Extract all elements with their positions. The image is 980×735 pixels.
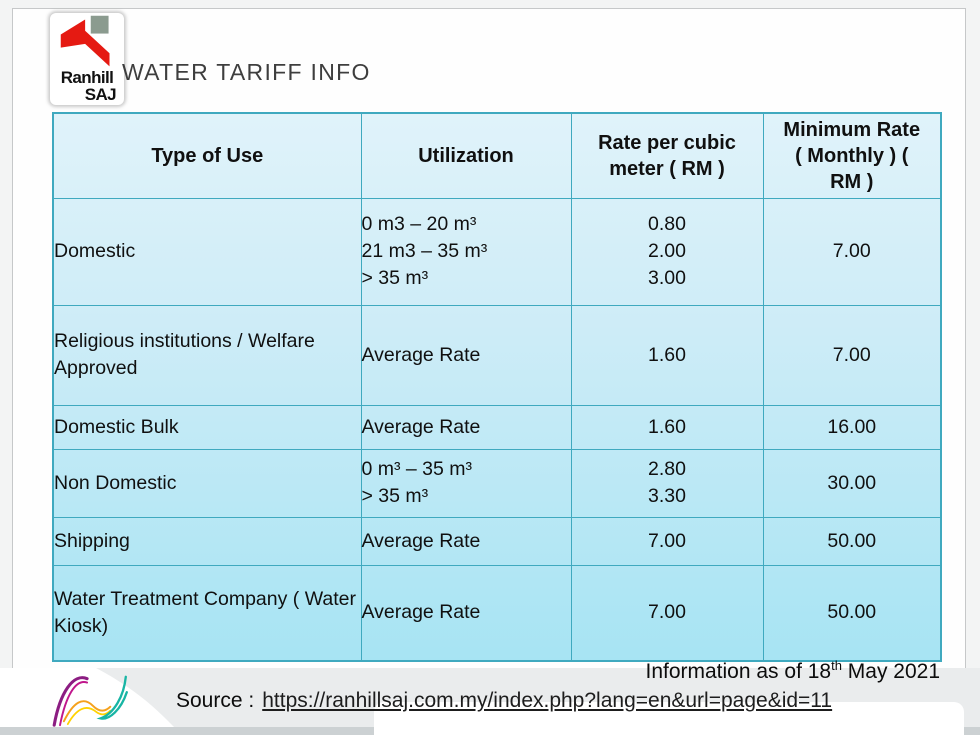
ranhill-saj-logo: Ranhill SAJ [50,13,124,105]
info-date-superscript: th [831,658,842,673]
footer-white-card [374,702,964,735]
water-tariff-table: Type of Use Utilization Rate per cubic m… [52,112,942,662]
cell-type-of-use: Domestic Bulk [52,404,362,450]
page-title: WATER TARIFF INFO [122,59,371,85]
cell-utilization: Average Rate [360,304,572,406]
cell-type-of-use: Domestic [52,197,362,306]
cell-rate: 7.00 [570,516,764,566]
column-header-minimum-rate: Minimum Rate ( Monthly ) ( RM ) [762,112,942,199]
source-line: Source : https://ranhillsaj.com.my/index.… [176,689,832,713]
ranhill-logo-square [90,15,109,34]
cell-type-of-use: Religious institutions / Welfare Approve… [52,304,362,406]
table-row: Non Domestic 0 m³ – 35 m³ > 35 m³ 2.80 3… [52,448,942,518]
table-row: Domestic 0 m3 – 20 m³ 21 m3 – 35 m³ > 35… [52,197,942,306]
cell-minimum-rate: 16.00 [762,404,942,450]
cell-type-of-use: Non Domestic [52,448,362,518]
ranhill-logo-mark-icon [60,15,110,67]
table-row: Domestic Bulk Average Rate 1.60 16.00 [52,404,942,450]
cell-utilization: Average Rate [360,564,572,662]
cell-rate: 7.00 [570,564,764,662]
wave-logo-icon [52,675,128,727]
cell-minimum-rate: 7.00 [762,197,942,306]
cell-rate: 1.60 [570,404,764,450]
ranhill-logo-text-line1: Ranhill [60,68,114,87]
cell-rate: 2.80 3.30 [570,448,764,518]
footer-left-swoosh [0,668,174,727]
column-header-utilization: Utilization [360,112,572,199]
table-row: Water Treatment Company ( Water Kiosk) A… [52,564,942,662]
table-row: Religious institutions / Welfare Approve… [52,304,942,406]
source-link[interactable]: https://ranhillsaj.com.my/index.php?lang… [262,689,833,712]
cell-minimum-rate: 7.00 [762,304,942,406]
cell-utilization: 0 m3 – 20 m³ 21 m3 – 35 m³ > 35 m³ [360,197,572,306]
source-label: Source : [176,689,255,712]
ranhill-logo-ribbon-icon [60,19,110,67]
table-row: Shipping Average Rate 7.00 50.00 [52,516,942,566]
table-header-row: Type of Use Utilization Rate per cubic m… [52,112,942,199]
info-date: Information as of 18th May 2021 [645,658,940,684]
cell-utilization: 0 m³ – 35 m³ > 35 m³ [360,448,572,518]
cell-rate: 0.80 2.00 3.00 [570,197,764,306]
cell-minimum-rate: 50.00 [762,564,942,662]
cell-minimum-rate: 50.00 [762,516,942,566]
info-date-suffix: May 2021 [841,660,940,683]
cell-type-of-use: Shipping [52,516,362,566]
info-date-prefix: Information as of 18 [645,660,832,683]
cell-utilization: Average Rate [360,516,572,566]
cell-type-of-use: Water Treatment Company ( Water Kiosk) [52,564,362,662]
column-header-type-of-use: Type of Use [52,112,362,199]
column-header-rate: Rate per cubic meter ( RM ) [570,112,764,199]
cell-utilization: Average Rate [360,404,572,450]
ranhill-logo-text-line2: SAJ [84,85,117,104]
cell-rate: 1.60 [570,304,764,406]
cell-minimum-rate: 30.00 [762,448,942,518]
